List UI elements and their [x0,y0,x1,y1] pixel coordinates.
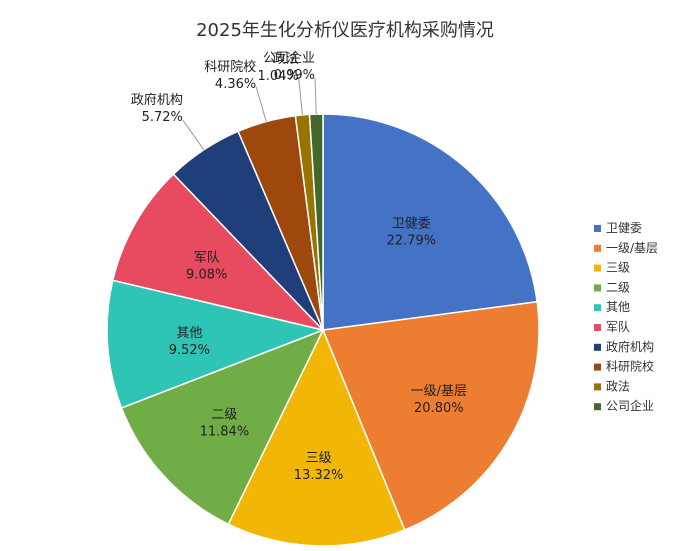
legend-item-label: 二级 [606,280,630,294]
slice-value-label: 0.99% [274,68,315,83]
chart-title: 2025年生化分析仪医疗机构采购情况 [196,20,494,41]
slice-name-label: 政法 [273,52,299,67]
slice-value-label: 20.80% [414,401,464,416]
legend-item-label: 科研院校 [606,359,654,374]
slice-value-label: 9.08% [186,268,227,283]
pie-slice-6 [111,173,326,332]
legend-swatch [594,264,601,272]
legend-swatch [594,363,601,371]
legend-item-label: 政府机构 [606,339,654,354]
slice-value-label: 1.04% [257,69,298,84]
slice-value-label: 13.32% [294,468,344,483]
legend-item-label: 军队 [606,319,630,334]
legend-item-label: 公司企业 [606,398,654,413]
legend-swatch [594,225,601,232]
legend-swatch [594,403,601,411]
leader-line-8 [255,86,267,122]
legend-swatch [594,324,601,331]
leader-line-9 [298,79,303,116]
leader-line-10 [314,78,317,115]
slice-value-label: 4.36% [215,77,256,92]
legend-item-label: 三级 [606,261,630,275]
legend-item-label: 一级/基层 [606,241,658,255]
slice-name-label: 一级/基层 [411,384,467,399]
slice-value-label: 11.84% [200,425,250,440]
pie-slice-2 [321,300,540,531]
slice-value-label: 9.52% [169,343,210,358]
legend-swatch [594,343,601,351]
legend-swatch [594,383,601,391]
legend-swatch [594,244,601,252]
slice-name-label: 二级 [211,408,237,423]
slice-name-label: 科研院校 [204,59,256,75]
pie-slice-4 [120,328,325,526]
pie-slice-1 [322,113,538,331]
legend-swatch [594,284,601,292]
pie-slice-5 [106,279,326,409]
slice-name-label: 三级 [306,451,332,466]
slice-value-label: 5.72% [142,110,183,125]
slice-name-label: 公司企业 [263,50,315,66]
slice-name-label: 军队 [194,251,220,266]
legend-item-label: 政法 [606,379,630,393]
slice-name-label: 其他 [176,326,202,341]
legend-item-label: 其他 [606,300,630,314]
slice-name-label: 政府机构 [131,93,183,108]
slice-name-label: 卫健委 [392,216,431,231]
legend-swatch [594,304,601,312]
slice-value-label: 22.79% [387,233,437,248]
leader-line-7 [182,119,205,151]
pie-slice-3 [227,328,406,547]
legend-item-label: 卫健委 [606,221,642,235]
